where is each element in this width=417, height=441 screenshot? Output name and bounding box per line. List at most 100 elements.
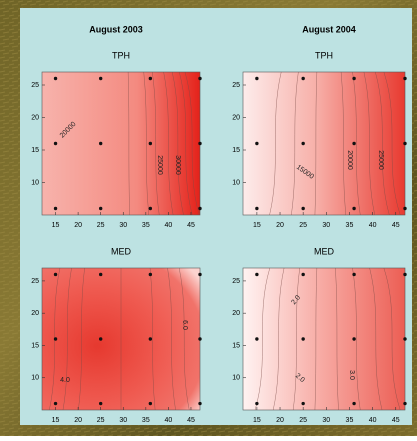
contour-line [292,267,301,411]
contour-line [272,267,285,411]
x-tick-label: 45 [392,222,400,229]
sample-point [301,337,305,341]
panel-title: TPH [112,50,130,60]
y-tick-label: 10 [31,375,39,382]
sample-point [352,76,356,81]
sample-point [148,206,153,211]
contour-line [127,71,130,216]
x-tick-label: 30 [322,417,330,424]
x-tick-label: 45 [392,417,400,424]
x-tick-label: 35 [142,417,150,424]
contour-line [269,71,282,216]
sample-point [98,401,103,406]
sample-point [255,401,259,406]
sample-point [198,76,202,81]
contour-line [363,71,376,216]
y-tick-label: 20 [232,114,240,121]
x-tick-label: 15 [52,417,60,424]
y-tick-label: 10 [232,179,240,186]
y-tick-label: 15 [31,342,39,349]
y-tick-label: 25 [232,278,240,285]
sample-point [53,206,58,211]
x-tick-label: 40 [369,417,377,424]
contour-line [375,71,390,216]
sample-point [98,76,103,81]
column-title: August 2003 [89,24,143,34]
contour-line [314,267,318,411]
y-tick-label: 10 [232,375,240,382]
y-tick-label: 15 [31,147,39,154]
contour-label: 4.0 [60,377,70,384]
contour-label: 3.0 [348,370,355,380]
y-tick-label: 20 [31,114,39,121]
x-tick-label: 15 [52,222,60,229]
sample-point [352,401,356,406]
x-tick-label: 35 [142,222,150,229]
contour-line [340,71,347,216]
sample-point [148,337,153,341]
sample-point [352,272,356,277]
y-tick-label: 25 [31,82,39,89]
contour-line [291,71,299,216]
contour-line [383,267,401,411]
contour-line [167,267,176,411]
sample-point [148,401,153,406]
sample-point [403,76,407,81]
x-tick-label: 25 [97,222,105,229]
x-tick-label: 40 [165,222,173,229]
y-tick-label: 10 [31,179,39,186]
x-tick-label: 25 [299,222,307,229]
sample-point [98,206,103,211]
sample-point [98,272,103,277]
panel-title: MED [314,246,335,256]
x-tick-label: 20 [276,222,284,229]
x-tick-label: 30 [119,222,127,229]
contour-label: 25000 [156,155,163,175]
x-tick-label: 20 [74,417,82,424]
sample-point [403,337,407,341]
sample-point [198,206,202,211]
x-tick-label: 15 [253,417,261,424]
y-tick-label: 20 [31,310,39,317]
contour-line [314,71,318,216]
sample-point [148,272,153,277]
sample-point [148,141,153,146]
x-tick-label: 30 [119,417,127,424]
x-tick-label: 35 [346,417,354,424]
sample-point [53,272,58,277]
x-tick-label: 15 [253,222,261,229]
y-tick-label: 25 [31,278,39,285]
sample-point [198,272,202,277]
contour-line [62,267,72,411]
sample-point [198,337,202,341]
contour-line [149,267,156,411]
sample-point [301,206,305,211]
contour-line [369,267,383,411]
contour-line [335,267,339,411]
x-tick-label: 40 [165,417,173,424]
sample-point [198,141,202,146]
contour-line [163,71,174,216]
x-tick-label: 45 [187,222,195,229]
contour-label: 2.0 [290,294,302,306]
y-tick-label: 20 [232,310,240,317]
contour-line [78,267,85,411]
contour-label: 20000 [346,150,353,170]
contour-line [383,71,401,216]
sample-point [403,401,407,406]
sample-point [98,141,103,146]
contour-line [254,267,271,411]
x-tick-label: 35 [346,222,354,229]
contour-label: 2.0 [294,372,306,384]
column-title: August 2004 [302,24,356,34]
sample-point [301,141,305,146]
contour-line [171,71,184,216]
sample-point [352,206,356,211]
sample-point [301,401,305,406]
contour-label: 25000 [377,150,384,170]
contour-label: 6.0 [181,320,188,330]
y-tick-label: 15 [232,342,240,349]
contour-label: 30000 [174,155,181,175]
sample-point [53,337,58,341]
sample-point [148,76,153,81]
